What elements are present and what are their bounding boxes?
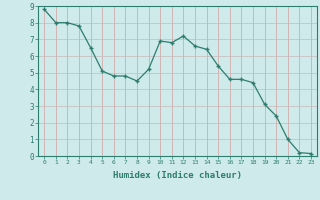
X-axis label: Humidex (Indice chaleur): Humidex (Indice chaleur) bbox=[113, 171, 242, 180]
